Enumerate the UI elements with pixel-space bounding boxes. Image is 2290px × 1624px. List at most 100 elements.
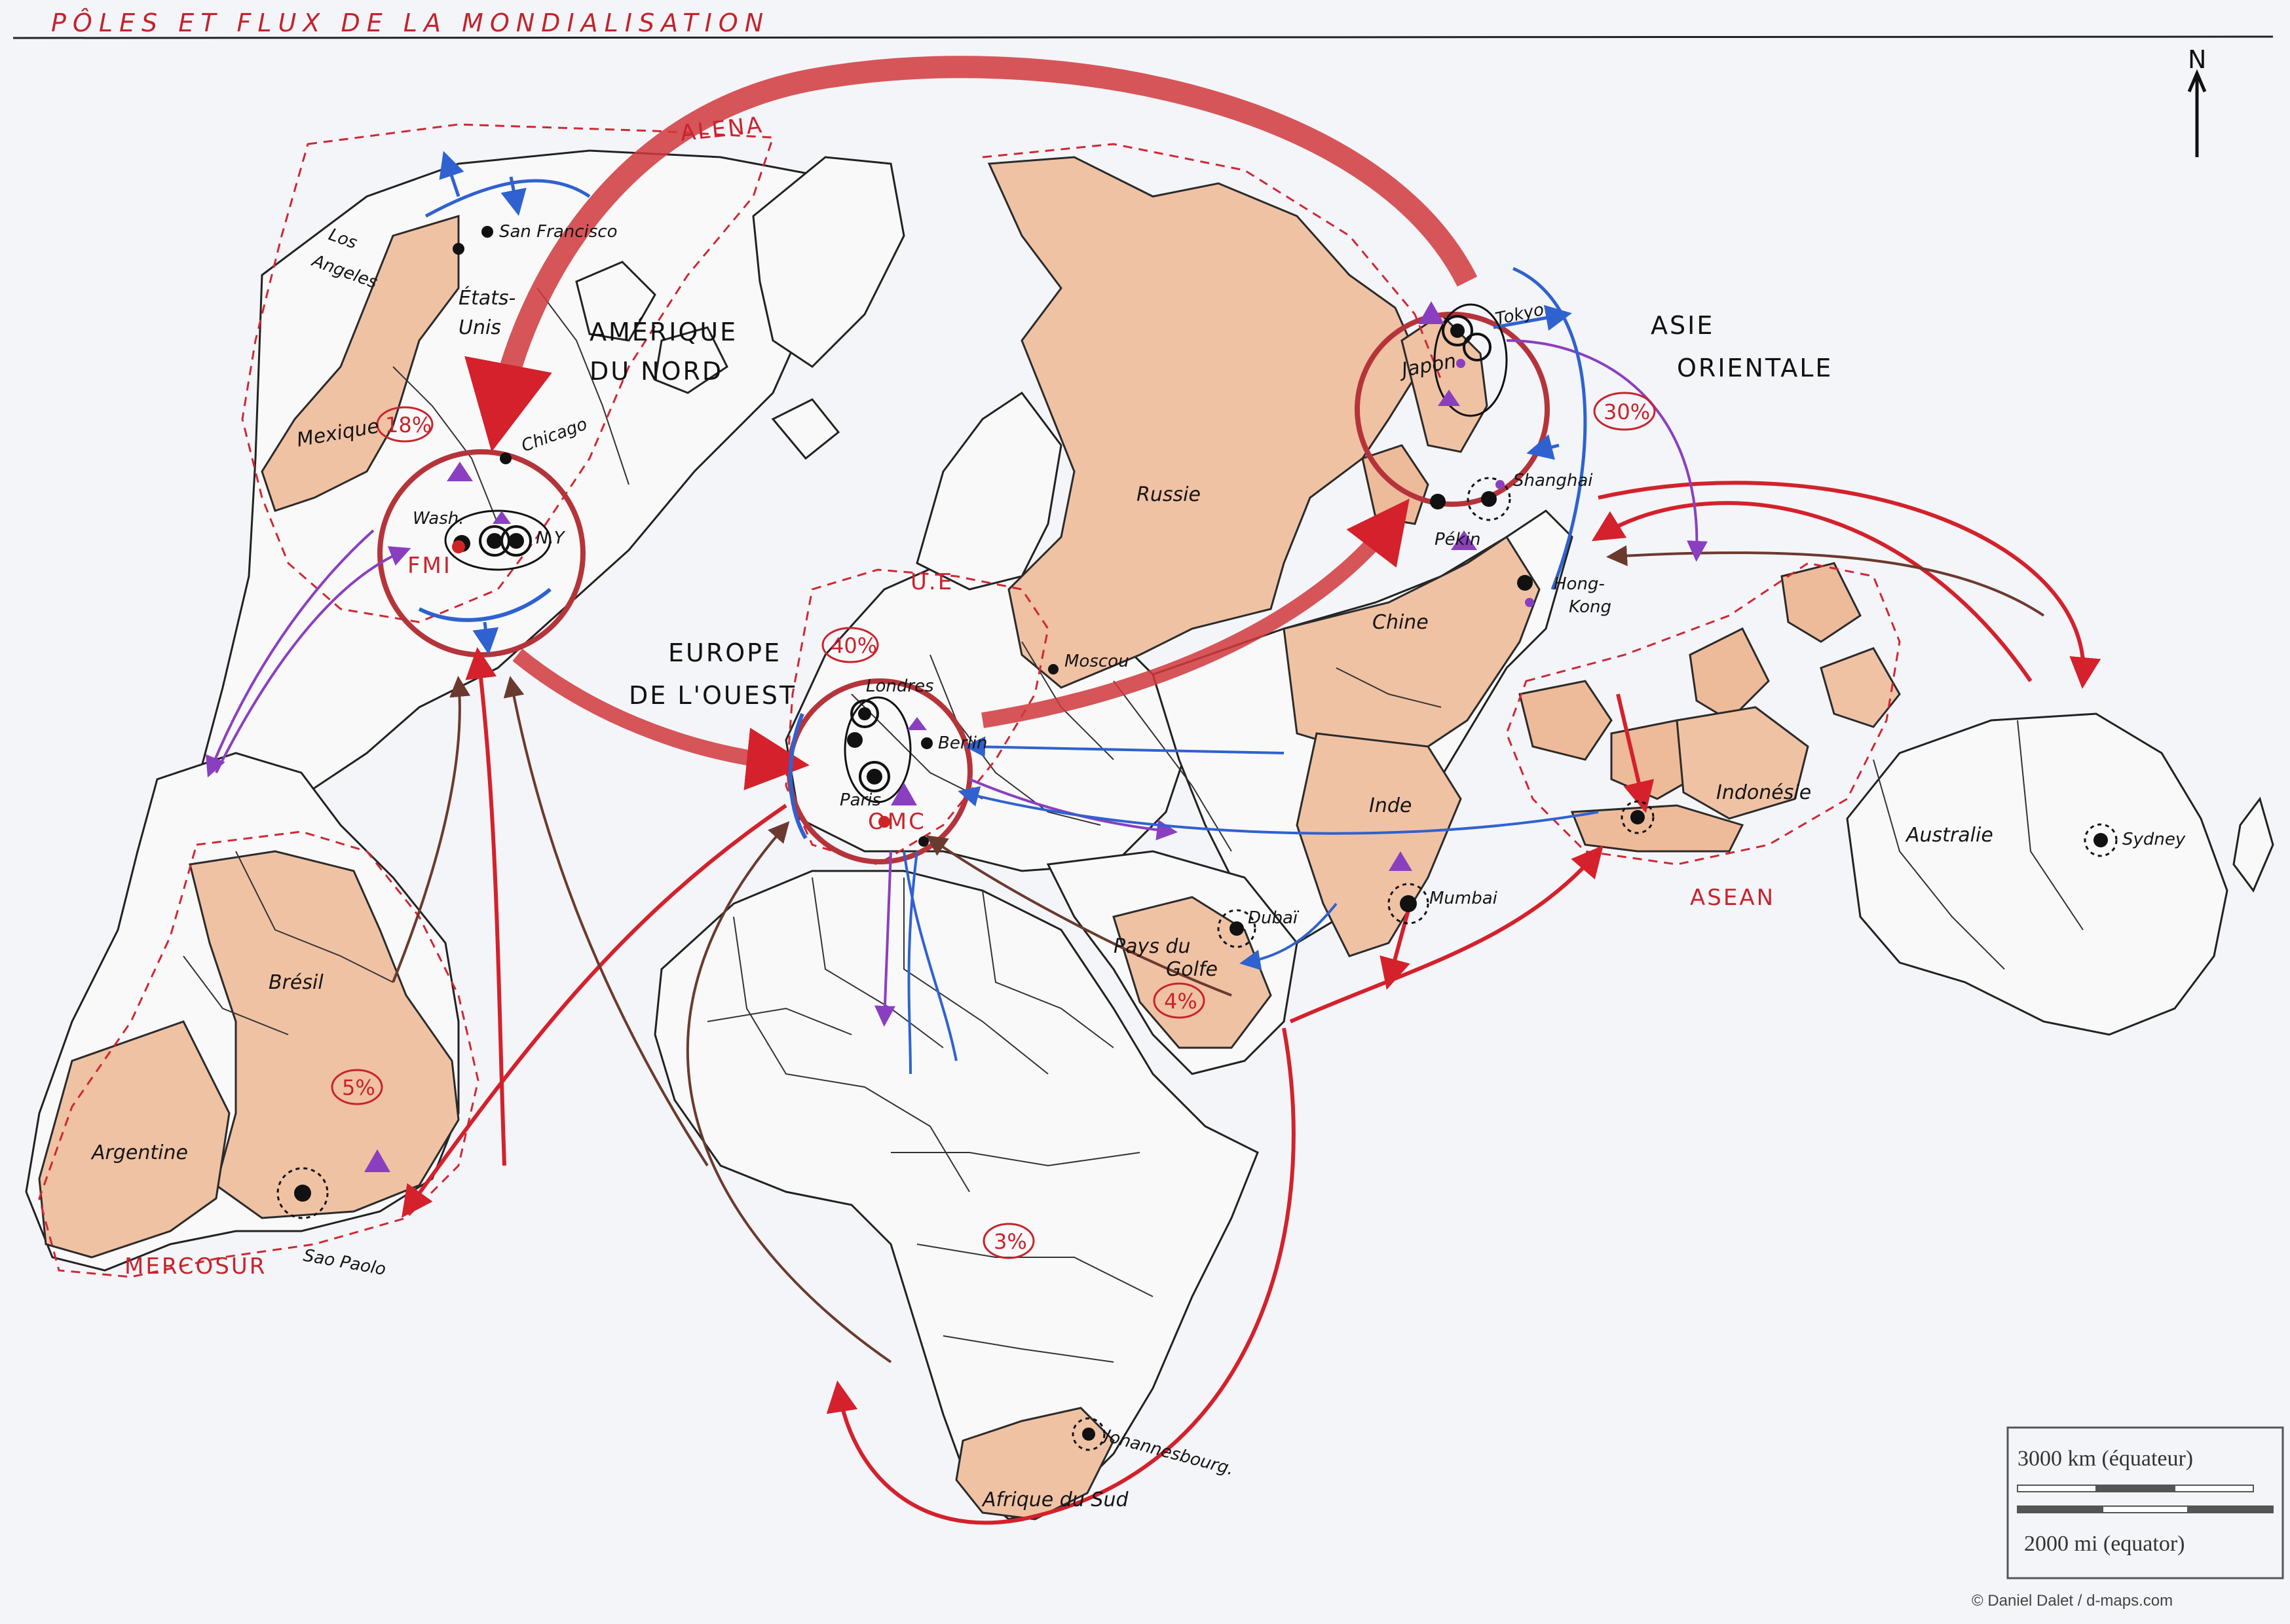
flow-brown-africa-europe: [686, 821, 892, 1363]
pct-golfe: 4%: [1153, 982, 1205, 1019]
country-inde: Inde: [1369, 794, 1412, 817]
city-dot-hong-kong: [1517, 575, 1533, 591]
org-ue: U.E: [910, 569, 954, 595]
city-triangle-china: [1451, 530, 1477, 550]
city-triangle-us: [447, 462, 473, 481]
pct-asie: 30%: [1593, 392, 1656, 431]
alena-boundary: [241, 123, 775, 623]
scale-bar: 3000 km (équateur) 2000 mi (equator): [2006, 1426, 2284, 1579]
label-omc: OMC: [868, 809, 926, 835]
svg-text:N: N: [2188, 45, 2208, 74]
city-sydney: Sydney: [2122, 830, 2186, 849]
flow-asia-to-australia: [1598, 481, 2101, 689]
north-arrow-icon: N: [2187, 45, 2208, 157]
svg-text:40%: 40%: [831, 633, 877, 658]
city-dot-sao-paulo: [294, 1185, 311, 1202]
city-washington: Wash.: [413, 509, 464, 528]
country-afrique-du-sud: Afrique du Sud: [981, 1488, 1129, 1511]
country-argentine: Argentine: [90, 1141, 188, 1164]
india-highlight: [1296, 732, 1462, 957]
flow-purple-us-latam: [206, 529, 375, 778]
country-indonesie: Indonésie: [1716, 781, 1811, 804]
china-highlight: [1283, 535, 1541, 754]
region-amerique-1: AMÉRIQUE: [590, 318, 738, 346]
country-pays-du-golfe-1: Pays du: [1114, 935, 1190, 958]
region-asie-1: ASIE: [1651, 311, 1714, 340]
city-berlin: Berlin: [938, 733, 987, 753]
flow-blue-gulf-asia: [1239, 902, 1338, 970]
south-africa-highlight: [955, 1407, 1115, 1521]
flow-brown-gulf-europe: [926, 835, 1232, 997]
flow-blue-us-top: [424, 179, 591, 218]
region-europe-1: EUROPE: [668, 638, 781, 667]
flow-china-asean: [1616, 693, 1655, 813]
pct-bresil: 5%: [331, 1069, 383, 1105]
country-etats-unis-1: États-: [459, 286, 516, 310]
flow-brown-africa-america: [503, 676, 709, 1167]
flow-purple-asia-sea: [1506, 339, 1708, 562]
region-europe-2: DE L'OUEST: [629, 681, 797, 710]
southeast-asia-islands: [1518, 562, 1862, 853]
org-mercosur: MERCOSUR: [124, 1253, 267, 1280]
credit: © Daniel Dalet / d-maps.com: [1972, 1592, 2173, 1610]
russia-highlight: [987, 156, 1423, 689]
flow-blue-us-down2: [472, 621, 499, 655]
svg-text:5%: 5%: [342, 1075, 375, 1100]
country-etats-unis-2: Unis: [459, 316, 501, 339]
svg-text:18%: 18%: [385, 413, 432, 437]
svg-text:3%: 3%: [994, 1229, 1027, 1254]
map-title: PÔLES ET FLUX DE LA MONDIALISATION: [51, 9, 770, 37]
city-triangle-japan: [1418, 301, 1444, 324]
flow-australia-to-asia: [1591, 501, 2033, 682]
city-triangle-india: [1389, 851, 1412, 871]
city-dot-berlin: [921, 737, 933, 749]
flow-blue-europe-africa2: [907, 851, 918, 1075]
flow-europe-to-brazil: [401, 803, 787, 1218]
flow-brown-brazil-america: [392, 676, 471, 983]
gulf-highlight: [1112, 896, 1272, 1049]
new-zealand-land: [2232, 796, 2274, 893]
africa-land: [654, 870, 1259, 1521]
city-triangle-europe: [891, 783, 917, 805]
scandinavia-land: [916, 391, 1062, 591]
city-dot-tokyo: [1442, 315, 1473, 346]
city-triangle-brazil: [364, 1149, 390, 1172]
city-dot-mumbai: [1400, 895, 1417, 912]
country-australie: Australie: [1905, 824, 1993, 847]
city-shanghai: Shanghai: [1513, 471, 1593, 490]
flow-purple-latam-us: [215, 546, 411, 773]
pct-europe: 40%: [821, 627, 879, 663]
usa-mexico-highlight: [261, 214, 460, 512]
city-dot-moscou: [1048, 664, 1059, 674]
arctic-islands: [575, 261, 840, 460]
flow-blue-asia: [1512, 267, 1587, 590]
flow-blue-europe-left: [788, 712, 808, 840]
australia-land: [1846, 712, 2228, 1036]
city-dot-pekin: [1430, 494, 1446, 509]
flow-blue-europe-africa: [903, 851, 958, 1061]
flow-america-to-europe: [512, 648, 810, 790]
city-londres: Londres: [866, 676, 934, 696]
country-chine: Chine: [1372, 611, 1429, 634]
indonesia-highlight: [1676, 647, 1901, 820]
city-dubai: Dubaï: [1248, 908, 1300, 928]
city-dot-paris: [859, 761, 890, 792]
flow-purple-europe-africa: [874, 851, 895, 1027]
city-dot-sydney: [2093, 833, 2108, 847]
city-moscou: Moscou: [1064, 652, 1129, 671]
flow-blue-russia-europe: [964, 736, 1285, 758]
city-san-francisco: San Francisco: [499, 222, 618, 242]
svg-text:2000 mi (equator): 2000 mi (equator): [2024, 1532, 2185, 1556]
city-dot-indonesia: [1630, 810, 1645, 824]
flow-blue-asia-arrow: [1526, 434, 1560, 460]
pole-east-asia[interactable]: [1355, 312, 1550, 507]
mercosur-boundary: [38, 830, 479, 1278]
city-sao-paulo: Sao Paolo: [302, 1246, 388, 1280]
city-hong-kong-1: Hong-: [1554, 574, 1605, 594]
flow-blue-us-bottom: [418, 587, 552, 622]
city-dot-shanghai: [1481, 491, 1497, 507]
city-dot-san-francisco: [481, 226, 493, 238]
svg-text:3000 km (équateur): 3000 km (équateur): [2018, 1447, 2193, 1471]
flow-africa-loop: [826, 1027, 1296, 1525]
